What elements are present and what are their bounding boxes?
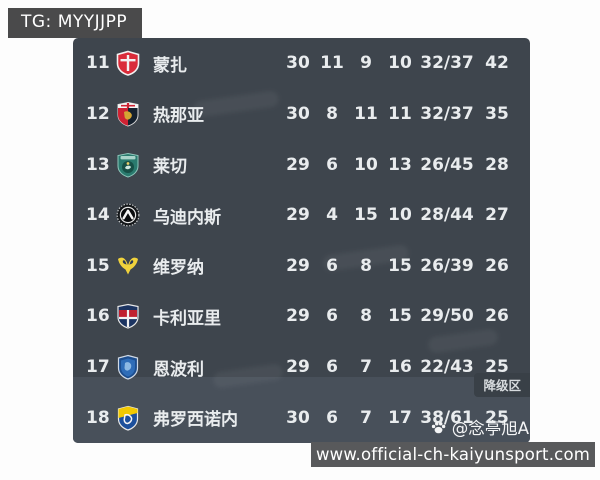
- stat-played: 29: [286, 255, 310, 276]
- team-badge-slot: [115, 405, 141, 431]
- stat-won: 4: [326, 205, 338, 226]
- team-name: 莱切: [153, 157, 187, 178]
- rank-label: 12: [86, 103, 110, 124]
- rank-label: 15: [86, 255, 110, 276]
- stat-drawn: 10: [354, 154, 378, 175]
- table-row[interactable]: 17 恩波利 29 6 7 16 22/43 25: [73, 342, 530, 393]
- stat-goals: 26/39: [420, 255, 474, 276]
- stat-won: 6: [326, 154, 338, 175]
- stat-lost: 15: [388, 255, 412, 276]
- rank-label: 11: [86, 53, 110, 74]
- stat-points: 35: [485, 103, 509, 124]
- stat-points: 26: [485, 306, 509, 327]
- stat-lost: 17: [388, 407, 412, 428]
- tg-channel-badge: TG: MYYJJPP: [8, 8, 143, 38]
- team-name: 维罗纳: [153, 258, 204, 279]
- lecce-crest-icon: [117, 152, 139, 178]
- stat-won: 8: [326, 103, 338, 124]
- team-badge-slot: [115, 303, 141, 330]
- genoa-crest-icon: [117, 101, 139, 127]
- stat-points: 27: [485, 205, 509, 226]
- stat-drawn: 7: [360, 357, 372, 378]
- rank-label: 18: [86, 407, 110, 428]
- stat-won: 6: [326, 255, 338, 276]
- cagliari-crest-icon: [117, 304, 139, 330]
- team-badge-slot: [115, 253, 141, 279]
- team-name: 热那亚: [153, 106, 204, 127]
- team-name: 蒙扎: [153, 55, 187, 76]
- table-row[interactable]: 13 莱切 29 6 10 13 26/45 28: [73, 139, 530, 190]
- monza-crest-icon: [116, 50, 140, 77]
- paw-icon: [431, 421, 446, 433]
- stat-goals: 38/61: [420, 407, 474, 428]
- league-table-panel: 11 蒙扎 30 11 9 10 32/37 42 12 热那亚 30 8 11…: [73, 38, 530, 443]
- stat-lost: 13: [388, 154, 412, 175]
- stat-goals: 29/50: [420, 306, 474, 327]
- team-badge-slot: [115, 202, 141, 228]
- stat-drawn: 11: [354, 103, 378, 124]
- stat-drawn: 7: [360, 407, 372, 428]
- relegation-zone-badge: 降级区: [474, 373, 530, 397]
- team-badge-slot: [115, 101, 141, 127]
- stat-played: 29: [286, 154, 310, 175]
- stat-drawn: 9: [360, 53, 372, 74]
- author-credit-text: @念亭旭A: [451, 419, 529, 438]
- site-url-watermark: www.official-ch-kaiyunsport.com: [311, 442, 595, 467]
- stat-played: 30: [286, 103, 310, 124]
- table-row[interactable]: 12 热那亚 30 8 11 11 32/37 35: [73, 89, 530, 140]
- stat-lost: 15: [388, 306, 412, 327]
- stat-goals: 22/43: [420, 357, 474, 378]
- team-badge-slot: [115, 152, 141, 178]
- stat-lost: 16: [388, 357, 412, 378]
- rank-label: 14: [86, 205, 110, 226]
- team-badge-slot: [115, 50, 141, 77]
- stat-won: 11: [320, 53, 344, 74]
- stat-drawn: 8: [360, 306, 372, 327]
- stat-drawn: 8: [360, 255, 372, 276]
- team-name: 弗罗西诺内: [153, 410, 238, 431]
- stat-goals: 28/44: [420, 205, 474, 226]
- table-row[interactable]: 18 弗罗西诺内 30 6 7 17 38/61 25: [73, 392, 530, 443]
- stat-won: 6: [326, 357, 338, 378]
- empoli-crest-icon: [117, 354, 139, 380]
- stat-points: 42: [485, 53, 509, 74]
- frosinone-crest-icon: [117, 405, 139, 431]
- stat-points: 25: [485, 357, 509, 378]
- team-name: 恩波利: [153, 359, 204, 380]
- stat-lost: 10: [388, 205, 412, 226]
- stat-points: 25: [485, 407, 509, 428]
- stat-played: 30: [286, 53, 310, 74]
- team-name: 乌迪内斯: [153, 207, 221, 228]
- stat-won: 6: [326, 407, 338, 428]
- stat-points: 26: [485, 255, 509, 276]
- team-badge-slot: [115, 354, 141, 380]
- table-row[interactable]: 16 卡利亚里 29 6 8 15 29/50 26: [73, 291, 530, 342]
- table-row[interactable]: 11 蒙扎 30 11 9 10 32/37 42: [73, 38, 530, 89]
- stat-goals: 32/37: [420, 103, 474, 124]
- verona-crest-icon: [118, 257, 138, 275]
- stat-points: 28: [485, 154, 509, 175]
- stat-drawn: 15: [354, 205, 378, 226]
- stat-played: 29: [286, 205, 310, 226]
- stat-won: 6: [326, 306, 338, 327]
- stat-played: 30: [286, 407, 310, 428]
- panel-bottom-strip: [73, 377, 530, 443]
- table-row[interactable]: 14 乌迪内斯 29 4 15 10 28/44 27: [73, 190, 530, 241]
- stat-goals: 26/45: [420, 154, 474, 175]
- author-credit: @念亭旭A: [430, 415, 529, 439]
- stat-lost: 11: [388, 103, 412, 124]
- rank-label: 13: [86, 154, 110, 175]
- udinese-crest-icon: [116, 203, 140, 227]
- stat-played: 29: [286, 357, 310, 378]
- stat-played: 29: [286, 306, 310, 327]
- team-name: 卡利亚里: [153, 308, 221, 329]
- stat-lost: 10: [388, 53, 412, 74]
- rank-label: 16: [86, 306, 110, 327]
- rank-label: 17: [86, 357, 110, 378]
- stat-goals: 32/37: [420, 53, 474, 74]
- table-rows: 11 蒙扎 30 11 9 10 32/37 42 12 热那亚 30 8 11…: [73, 38, 530, 443]
- table-row[interactable]: 15 维罗纳 29 6 8 15 26/39 26: [73, 241, 530, 292]
